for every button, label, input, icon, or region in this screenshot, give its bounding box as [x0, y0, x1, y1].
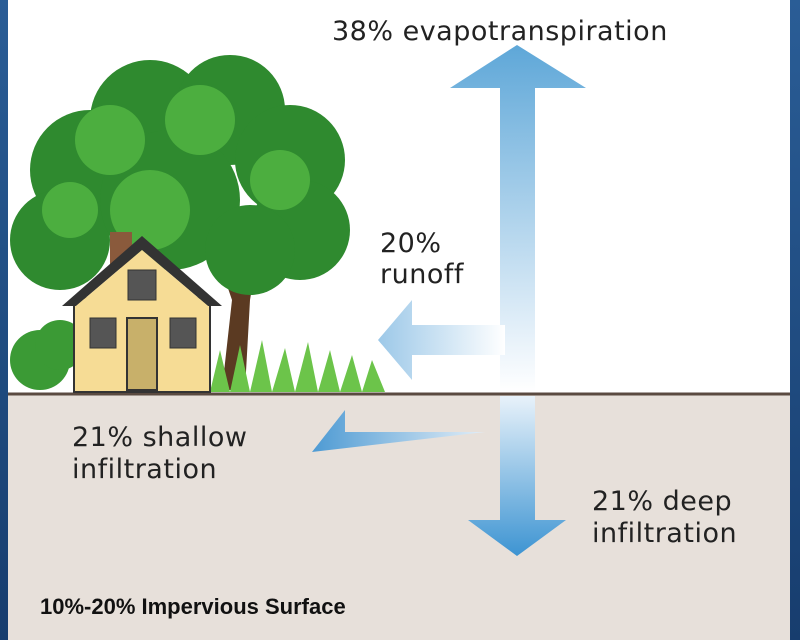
- evapotranspiration-arrow: [450, 45, 586, 392]
- runoff-label: runoff: [380, 259, 465, 290]
- shallow-label: infiltration: [72, 454, 217, 485]
- deep-arrow: [468, 396, 566, 556]
- footer: 10%-20% Impervious Surface: [40, 594, 346, 619]
- house: [62, 232, 222, 393]
- grass: [210, 340, 385, 392]
- tree: [10, 55, 350, 390]
- shallow-label: 21% shallow: [72, 422, 247, 453]
- deep-label: 21% deep: [592, 486, 732, 517]
- shallow-arrow: [312, 410, 485, 452]
- runoff-label: 20%: [380, 228, 442, 259]
- evapotranspiration-label: 38% evapotranspiration: [332, 16, 668, 47]
- deep-label: infiltration: [592, 518, 737, 549]
- runoff-arrow: [378, 300, 505, 380]
